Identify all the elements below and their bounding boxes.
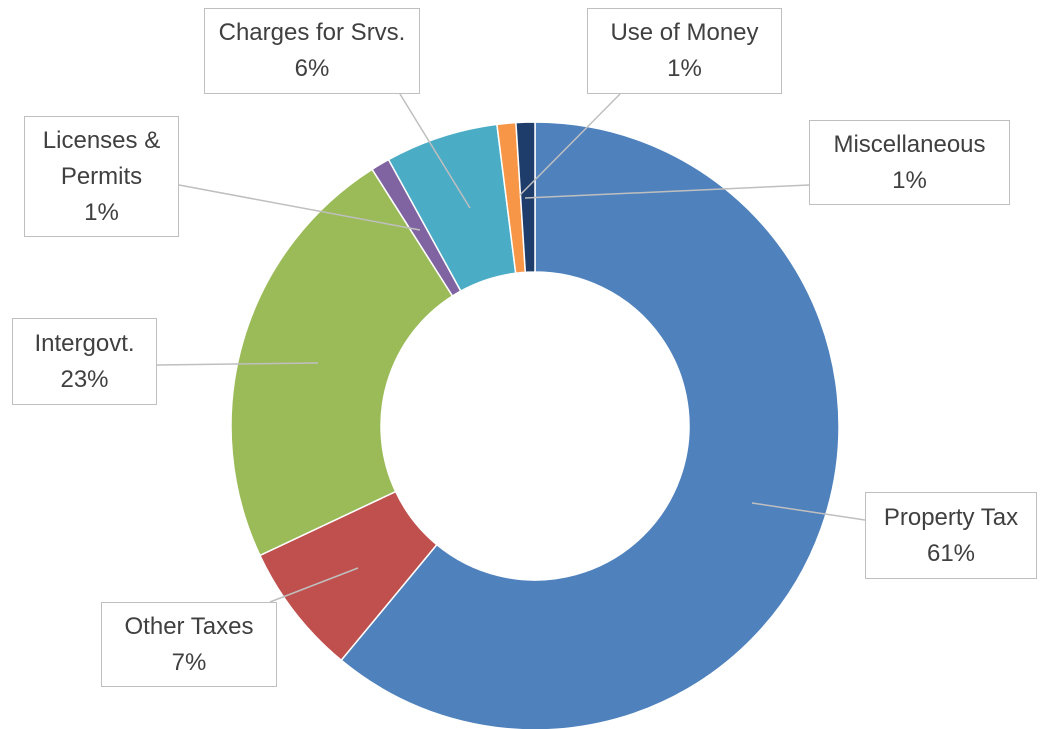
data-label: Property Tax 61% [865,492,1037,579]
data-label: Charges for Srvs. 6% [204,8,420,94]
label-value: 7% [171,648,207,676]
callout-line [524,184,810,199]
callout-line [156,362,319,366]
label-category: Miscellaneous [833,130,986,158]
donut-slice [340,121,840,729]
data-label: Use of Money 1% [587,8,782,94]
label-value: 6% [294,55,330,82]
label-value: 1% [667,55,702,82]
donut-slice [515,121,536,274]
callout-line [751,502,866,521]
data-label: Other Taxes 7% [101,602,277,687]
label-category: Charges for Srvs. [218,19,406,46]
label-value: 1% [84,198,119,226]
label-category: Intergovt. [34,329,135,357]
label-value: 61% [926,539,976,567]
label-category: Property Tax [883,503,1019,531]
label-category: Licenses & Permits [42,126,161,190]
label-category: Other Taxes [124,612,254,640]
callout-line [399,93,471,209]
callout-line [519,93,621,196]
donut-slice [230,168,454,557]
label-category: Use of Money [610,19,759,46]
callout-line [178,184,421,231]
data-label: Miscellaneous 1% [809,120,1010,205]
data-label: Licenses & Permits 1% [24,116,179,237]
label-value: 23% [60,365,109,393]
data-label: Intergovt. 23% [12,318,157,405]
callout-line [269,567,359,603]
label-value: 1% [892,166,927,194]
